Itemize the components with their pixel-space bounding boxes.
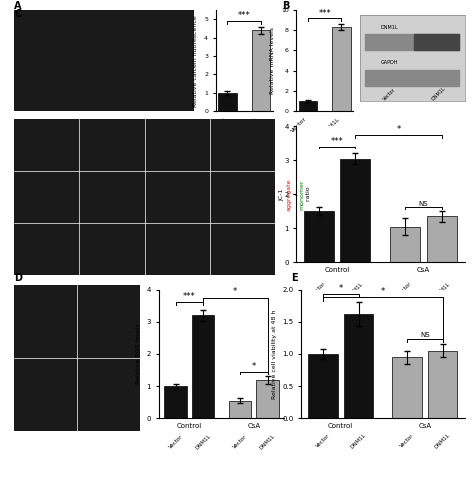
- Text: D: D: [14, 273, 22, 283]
- Bar: [340, 158, 370, 262]
- Text: *: *: [381, 287, 385, 296]
- Text: Vector: Vector: [315, 433, 331, 448]
- Text: *: *: [397, 125, 401, 134]
- Y-axis label: Relative ROS levels: Relative ROS levels: [136, 324, 141, 384]
- Bar: [229, 400, 251, 418]
- Bar: [332, 27, 351, 111]
- Text: ratio: ratio: [306, 186, 311, 202]
- Y-axis label: Relative mRNA levels: Relative mRNA levels: [270, 27, 275, 94]
- Bar: [218, 93, 237, 111]
- Y-axis label: Relative calcein fluorescence: Relative calcein fluorescence: [193, 15, 199, 106]
- Text: JC-1: JC-1: [280, 187, 285, 201]
- Text: Vector: Vector: [232, 434, 248, 449]
- Text: Vector: Vector: [399, 433, 415, 448]
- Bar: [428, 350, 457, 418]
- Text: Vector: Vector: [382, 87, 397, 101]
- Text: Vector: Vector: [397, 281, 413, 297]
- Bar: [344, 314, 373, 418]
- Text: DNM1L: DNM1L: [381, 25, 398, 31]
- Bar: [252, 30, 270, 111]
- Text: *: *: [233, 287, 237, 297]
- Text: ***: ***: [183, 292, 196, 301]
- Text: *: *: [252, 362, 256, 371]
- Text: DNM1L: DNM1L: [347, 281, 364, 298]
- Y-axis label: Relative cell viability at 48 h: Relative cell viability at 48 h: [272, 309, 276, 398]
- Text: E: E: [292, 273, 298, 283]
- Text: C: C: [14, 9, 21, 19]
- Text: NS: NS: [419, 200, 428, 206]
- Text: DNM1L: DNM1L: [259, 434, 276, 451]
- Bar: [414, 34, 459, 50]
- Text: ***: ***: [238, 11, 250, 20]
- Text: *: *: [338, 284, 343, 293]
- Bar: [392, 357, 421, 418]
- Text: /: /: [293, 193, 298, 196]
- Bar: [299, 101, 317, 111]
- Bar: [192, 315, 214, 418]
- Bar: [365, 70, 459, 86]
- Text: A: A: [14, 1, 22, 11]
- Text: Vector: Vector: [168, 434, 183, 449]
- Bar: [427, 216, 457, 262]
- Text: B: B: [282, 1, 290, 11]
- Bar: [365, 34, 459, 50]
- Bar: [164, 386, 187, 418]
- Text: aggregate: aggregate: [286, 178, 292, 210]
- Bar: [256, 380, 279, 418]
- Text: monomer: monomer: [300, 179, 305, 209]
- Bar: [304, 211, 334, 262]
- Bar: [391, 227, 420, 262]
- Text: Vector: Vector: [311, 281, 327, 297]
- Text: DNM1L: DNM1L: [350, 433, 367, 450]
- Text: ***: ***: [331, 137, 344, 146]
- Bar: [309, 354, 337, 418]
- Text: DNM1L: DNM1L: [430, 86, 447, 101]
- Text: DNM1L: DNM1L: [434, 433, 451, 450]
- Text: GAPDH: GAPDH: [381, 60, 398, 65]
- Text: ***: ***: [319, 8, 331, 17]
- Text: DNM1L: DNM1L: [194, 434, 211, 451]
- Text: NS: NS: [420, 332, 429, 338]
- Text: DNM1L: DNM1L: [433, 281, 451, 298]
